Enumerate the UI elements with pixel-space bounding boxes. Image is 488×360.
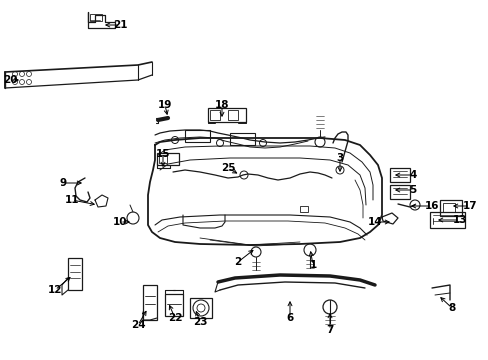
Bar (389, 185, 409, 199)
Text: 17: 17 (462, 201, 476, 211)
Bar (164, 294, 183, 316)
Text: 24: 24 (130, 320, 145, 330)
Text: 20: 20 (3, 75, 17, 85)
Text: 2: 2 (234, 257, 241, 267)
Bar (439, 200, 461, 216)
Bar (184, 130, 209, 142)
Text: 23: 23 (192, 317, 207, 327)
Text: 21: 21 (113, 20, 127, 30)
Bar (159, 155, 167, 163)
Bar (190, 298, 212, 318)
Text: 15: 15 (156, 149, 170, 159)
Text: 22: 22 (167, 313, 182, 323)
Bar (142, 285, 157, 320)
Bar (227, 110, 238, 120)
Text: 12: 12 (48, 285, 62, 295)
Text: 19: 19 (158, 100, 172, 110)
Bar (299, 206, 307, 212)
Text: 9: 9 (60, 178, 66, 188)
Bar (229, 133, 254, 145)
Bar (157, 153, 179, 165)
Text: 4: 4 (408, 170, 416, 180)
Text: 13: 13 (452, 215, 467, 225)
Bar (68, 258, 82, 290)
Bar (207, 108, 245, 122)
Text: 10: 10 (113, 217, 127, 227)
Text: 8: 8 (447, 303, 455, 313)
Text: 14: 14 (367, 217, 382, 227)
Text: 25: 25 (220, 163, 235, 173)
Text: 7: 7 (325, 325, 333, 335)
Bar (209, 110, 220, 120)
Bar (429, 212, 464, 228)
Text: 16: 16 (424, 201, 438, 211)
Text: 6: 6 (286, 313, 293, 323)
Bar (442, 203, 454, 212)
Bar (90, 14, 102, 21)
Text: 5: 5 (408, 185, 416, 195)
Text: 11: 11 (64, 195, 79, 205)
Text: 18: 18 (214, 100, 229, 110)
Text: 1: 1 (309, 260, 316, 270)
Bar (389, 168, 409, 182)
Text: 3: 3 (336, 153, 343, 163)
